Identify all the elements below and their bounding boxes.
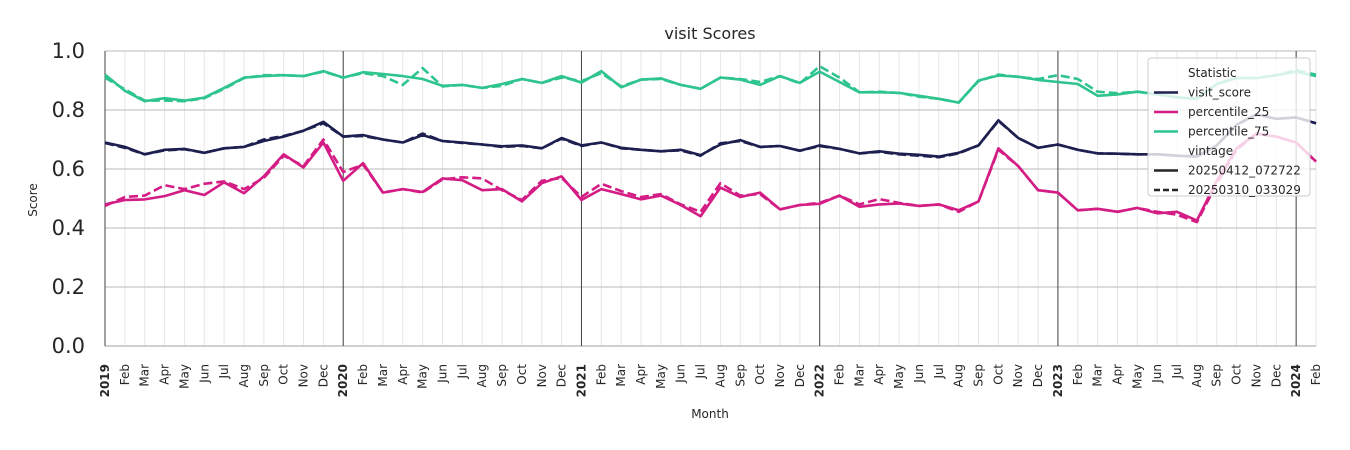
- legend-item-percentile-25: percentile_25: [1188, 105, 1269, 119]
- x-tick-label: Jul: [932, 364, 946, 379]
- y-axis-label: Score: [26, 183, 40, 217]
- x-tick-label: Aug: [475, 364, 489, 387]
- x-tick-label: Apr: [396, 364, 410, 385]
- x-tick-label: May: [416, 364, 430, 389]
- x-tick-label: Apr: [634, 364, 648, 385]
- y-tick-label: 0.6: [52, 157, 85, 181]
- x-tick-label: Apr: [1110, 364, 1124, 385]
- x-tick-label: Jul: [455, 364, 469, 379]
- legend-item-percentile-75: percentile_75: [1188, 125, 1269, 139]
- x-tick-label: Sep: [733, 364, 747, 387]
- x-tick-label: Dec: [793, 364, 807, 387]
- y-axis: 0.0 0.2 0.4 0.6 0.8 1.0: [52, 39, 85, 358]
- y-tick-label: 1.0: [52, 39, 85, 63]
- x-tick-label: Aug: [952, 364, 966, 387]
- x-tick-label: Feb: [594, 364, 608, 385]
- x-tick-label: Nov: [773, 364, 787, 387]
- x-tick-year-label: 2019: [98, 364, 112, 397]
- legend-item-visit-score: visit_score: [1188, 86, 1251, 100]
- x-tick-label: Jun: [197, 364, 211, 384]
- x-tick-label: Oct: [277, 364, 291, 385]
- x-tick-year-label: 2020: [336, 364, 350, 397]
- legend-statistic-title: Statistic: [1188, 66, 1237, 80]
- x-tick-label: Jul: [217, 364, 231, 379]
- y-tick-label: 0.2: [52, 275, 85, 299]
- x-tick-label: Jul: [1170, 364, 1184, 379]
- x-tick-label: Dec: [555, 364, 569, 387]
- series-line-percentile-25-dashed: [104, 132, 1317, 224]
- x-tick-year-label: 2023: [1051, 364, 1065, 397]
- x-tick-label: Sep: [495, 364, 509, 387]
- x-tick-label: Feb: [833, 364, 847, 385]
- y-tick-label: 0.4: [52, 216, 85, 240]
- x-tick-label: Dec: [1031, 364, 1045, 387]
- x-tick-label: Feb: [1309, 364, 1323, 385]
- x-tick-label: Sep: [1210, 364, 1224, 387]
- x-tick-label: Dec: [1269, 364, 1283, 387]
- y-tick-label: 0.8: [52, 98, 85, 122]
- x-tick-label: May: [654, 364, 668, 389]
- x-tick-label: Dec: [316, 364, 330, 387]
- x-tick-label: Feb: [1071, 364, 1085, 385]
- x-tick-label: Jun: [674, 364, 688, 384]
- x-tick-year-label: 2024: [1289, 364, 1303, 397]
- major-gridlines: [105, 50, 1316, 347]
- x-tick-label: Mar: [852, 364, 866, 387]
- x-tick-label: Mar: [376, 364, 390, 387]
- x-axis-label: Month: [691, 407, 729, 421]
- x-tick-label: Mar: [138, 364, 152, 387]
- x-tick-label: May: [1130, 364, 1144, 389]
- legend-item-vintage: 20250412_072722: [1188, 164, 1301, 178]
- x-tick-label: Nov: [1011, 364, 1025, 387]
- series-lines: [104, 65, 1317, 224]
- x-tick-year-label: 2022: [813, 364, 827, 397]
- x-tick-label: May: [892, 364, 906, 389]
- x-tick-label: Jun: [912, 364, 926, 384]
- series-line-percentile-75-solid: [104, 69, 1317, 104]
- x-tick-label: May: [177, 364, 191, 389]
- x-tick-label: Oct: [1230, 364, 1244, 385]
- series-line-percentile-75-dashed: [104, 65, 1317, 104]
- x-tick-label: Mar: [1091, 364, 1105, 387]
- x-tick-label: Mar: [614, 364, 628, 387]
- x-tick-label: Sep: [257, 364, 271, 387]
- x-tick-label: Jun: [1150, 364, 1164, 384]
- x-tick-label: Jun: [435, 364, 449, 384]
- legend: Statistic visit_score percentile_25percent…: [1147, 57, 1311, 197]
- y-tick-label: 0.0: [52, 334, 85, 358]
- chart-title: visit Scores: [664, 24, 755, 43]
- x-tick-label: Jul: [694, 364, 708, 379]
- x-tick-label: Oct: [515, 364, 529, 385]
- legend-box: [1147, 57, 1311, 197]
- x-tick-label: Feb: [356, 364, 370, 385]
- x-tick-label: Nov: [535, 364, 549, 387]
- legend-item-vintage: 20250310_033029: [1188, 183, 1301, 197]
- x-tick-label: Aug: [713, 364, 727, 387]
- year-divider-lines: [104, 51, 1297, 346]
- x-tick-year-label: 2021: [574, 364, 588, 397]
- x-tick-label: Sep: [972, 364, 986, 387]
- x-tick-label: Feb: [118, 364, 132, 385]
- x-tick-label: Aug: [237, 364, 251, 387]
- series-line-visit-score-dashed: [104, 113, 1317, 159]
- x-axis: 2019 Feb Mar Apr May Jun Jul Aug Sep Oct Nov Dec 202…: [98, 364, 1323, 398]
- x-tick-label: Nov: [1249, 364, 1263, 387]
- x-tick-label: Aug: [1190, 364, 1204, 387]
- x-tick-label: Oct: [991, 364, 1005, 385]
- legend-vintage-title: vintage: [1188, 144, 1233, 158]
- x-tick-label: Oct: [753, 364, 767, 385]
- x-tick-label: Apr: [158, 364, 172, 385]
- x-tick-label: Nov: [297, 364, 311, 387]
- x-tick-label: Apr: [872, 364, 886, 385]
